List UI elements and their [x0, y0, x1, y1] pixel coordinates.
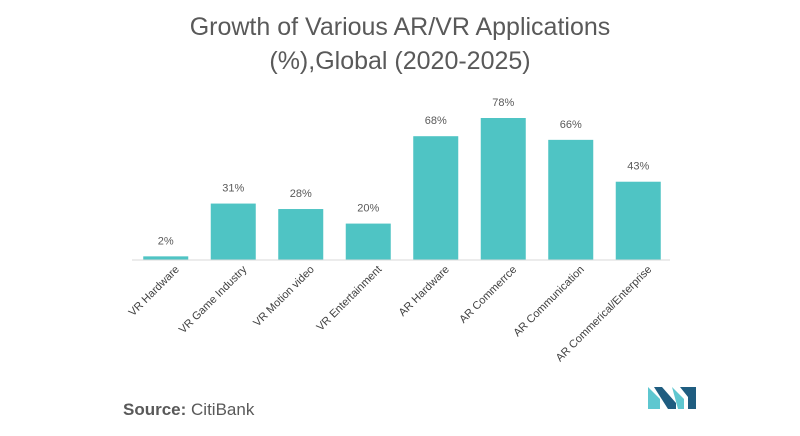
bar-3 — [278, 209, 324, 260]
x-tick-label-4: VR Entertainment — [314, 264, 384, 334]
bar-1 — [143, 256, 189, 260]
source-note: Source: CitiBank — [123, 400, 254, 420]
x-tick-label-3: VR Motion video — [251, 264, 317, 330]
chart-title-line1: Growth of Various AR/VR Applications — [189, 13, 611, 41]
x-tick-label-1: VR Hardware — [127, 264, 182, 319]
bar-5 — [413, 136, 459, 260]
chart-title: Growth of Various AR/VR Applications (%)… — [0, 10, 800, 78]
x-tick-label-5: AR Hardware — [397, 264, 452, 319]
bar-7 — [548, 139, 594, 260]
bar-6 — [480, 118, 526, 260]
data-label-4: 20% — [357, 203, 379, 215]
bar-4 — [345, 223, 391, 260]
bars-group — [143, 118, 661, 260]
data-label-5: 68% — [425, 115, 447, 127]
bar-2 — [210, 203, 256, 260]
x-tick-label-7: AR Communication — [511, 264, 586, 339]
data-labels-group: 2% 31% 28% 20% 68% 78% 66% 43% — [158, 97, 650, 247]
mordor-logo-icon — [648, 387, 696, 409]
source-value: CitiBank — [191, 400, 255, 419]
bar-8 — [615, 181, 661, 260]
x-tick-label-6: AR Commerrce — [457, 264, 519, 326]
chart-title-line2: (%),Global (2020-2025) — [269, 47, 531, 75]
data-label-3: 28% — [290, 188, 312, 200]
source-label: Source: — [123, 400, 187, 419]
data-label-7: 66% — [560, 119, 582, 131]
data-label-2: 31% — [222, 183, 244, 195]
data-label-1: 2% — [158, 235, 174, 247]
data-label-6: 78% — [492, 97, 514, 109]
data-label-8: 43% — [627, 161, 649, 173]
x-tick-label-2: VR Game Industry — [177, 263, 250, 336]
